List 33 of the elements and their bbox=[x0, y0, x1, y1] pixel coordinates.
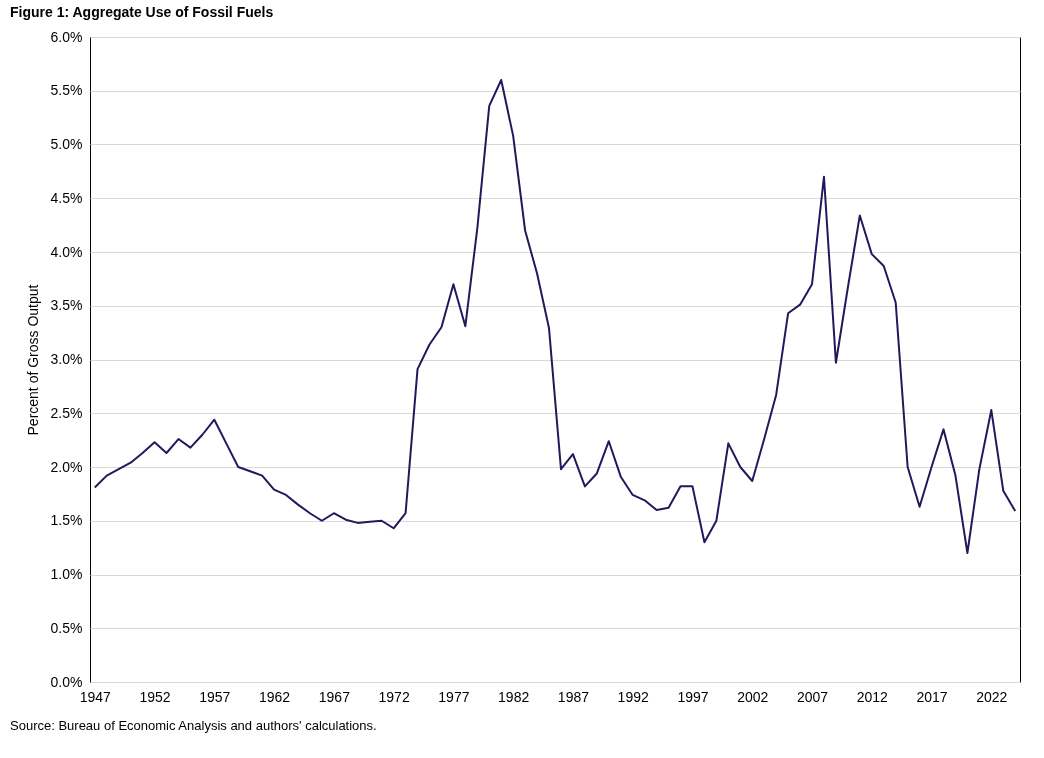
x-tick-label: 2007 bbox=[796, 688, 829, 705]
y-tick-label: 5.5% bbox=[50, 82, 83, 99]
x-tick-label: 1957 bbox=[199, 688, 231, 705]
x-tick-label: 1967 bbox=[318, 688, 351, 705]
y-tick-label: 2.0% bbox=[50, 458, 83, 475]
y-tick-label: 4.5% bbox=[50, 189, 83, 206]
x-tick-label: 1977 bbox=[438, 688, 470, 705]
x-tick-label: 1982 bbox=[498, 688, 530, 705]
y-tick-label: 2.5% bbox=[50, 404, 83, 421]
y-tick-label: 4.0% bbox=[50, 243, 83, 260]
x-tick-label: 2022 bbox=[976, 688, 1008, 705]
y-tick-label: 6.0% bbox=[50, 28, 83, 45]
y-tick-label: 0.5% bbox=[50, 619, 83, 636]
y-tick-label: 3.0% bbox=[50, 351, 83, 367]
x-tick-label: 2017 bbox=[916, 688, 948, 705]
y-tick-label: 5.0% bbox=[50, 136, 83, 152]
x-tick-label: 1947 bbox=[79, 688, 112, 705]
y-axis-title: Percent of Gross Output bbox=[24, 284, 41, 436]
source-note: Source: Bureau of Economic Analysis and authors' calculations. bbox=[10, 718, 377, 733]
y-tick-label: 0.0% bbox=[50, 673, 83, 690]
x-tick-label: 1972 bbox=[378, 688, 410, 705]
x-tick-label: 1987 bbox=[557, 688, 590, 705]
y-tick-label: 3.5% bbox=[50, 297, 83, 314]
chart-title: Figure 1: Aggregate Use of Fossil Fuels bbox=[10, 4, 274, 20]
y-tick-label: 1.0% bbox=[50, 566, 83, 582]
x-tick-label: 1997 bbox=[677, 688, 709, 705]
x-tick-label: 1992 bbox=[617, 688, 649, 705]
x-tick-label: 1962 bbox=[259, 688, 291, 705]
y-tick-label: 1.5% bbox=[50, 512, 83, 529]
x-tick-label: 2002 bbox=[737, 688, 769, 705]
line-series bbox=[93, 79, 1017, 554]
x-tick-label: 2012 bbox=[856, 688, 889, 705]
x-tick-label: 1952 bbox=[139, 688, 171, 705]
